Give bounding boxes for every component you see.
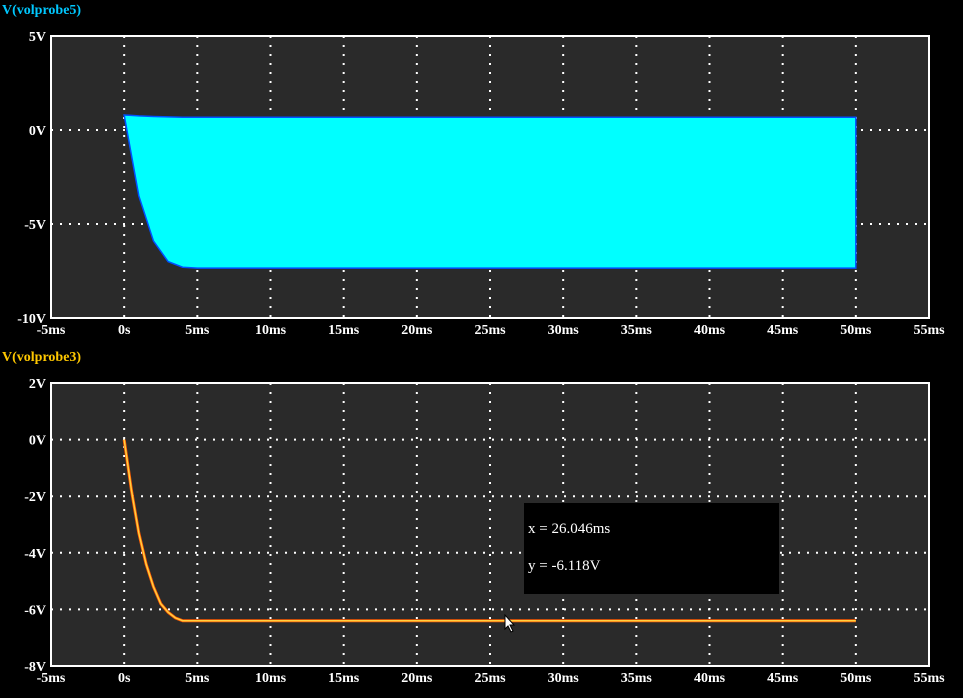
x-tick-label: 0s [118, 671, 131, 686]
x-tick-label: 20ms [401, 323, 433, 338]
mouse-cursor-icon [504, 613, 516, 633]
x-tick-label: -5ms [37, 671, 66, 686]
x-tick-label: 15ms [328, 323, 360, 338]
x-tick-label: 40ms [694, 323, 726, 338]
x-tick-label: 50ms [840, 671, 872, 686]
x-tick-label: 35ms [621, 671, 653, 686]
x-tick-label: -5ms [37, 323, 66, 338]
y-tick-label: -6V [24, 603, 46, 618]
x-tick-label: 45ms [767, 323, 799, 338]
y-tick-label: -5V [24, 218, 46, 233]
trace-envelope [123, 114, 857, 269]
x-tick-label: 5ms [185, 323, 210, 338]
x-tick-label: 30ms [548, 671, 580, 686]
y-tick-label: 0V [29, 124, 46, 139]
cursor-readout: x = 26.046ms y = -6.118V [524, 503, 779, 594]
x-tick-label: 10ms [255, 323, 287, 338]
trace-label[interactable]: V(volprobe5) [2, 3, 81, 18]
cursor-y: y = -6.118V [528, 558, 601, 574]
trace-label[interactable]: V(volprobe3) [2, 350, 81, 365]
x-tick-label: 25ms [474, 323, 506, 338]
x-tick-label: 55ms [913, 671, 945, 686]
y-tick-label: 2V [29, 377, 46, 392]
x-tick-label: 15ms [328, 671, 360, 686]
x-tick-label: 0s [118, 323, 131, 338]
x-tick-label: 20ms [401, 671, 433, 686]
y-tick-label: -4V [24, 547, 46, 562]
x-tick-label: 45ms [767, 671, 799, 686]
x-tick-label: 40ms [694, 671, 726, 686]
x-tick-label: 25ms [474, 671, 506, 686]
plot-2[interactable]: V(volprobe3) -5ms 0s 5ms 10ms 15ms 20ms 25ms 30m… [2, 350, 945, 686]
x-tick-label: 50ms [840, 323, 872, 338]
trace-line [123, 439, 856, 622]
y-tick-label: -2V [24, 490, 46, 505]
y-tick-label: -10V [17, 312, 46, 327]
cursor-x: x = 26.046ms [528, 521, 611, 537]
x-tick-label: 35ms [621, 323, 653, 338]
plot-1[interactable]: V(volprobe5) -5ms 0s 5ms 10ms 15ms 20ms 25ms 30m… [2, 3, 945, 338]
plot-frame [50, 382, 930, 667]
x-tick-label: 10ms [255, 671, 287, 686]
y-tick-label: -8V [24, 660, 46, 675]
y-tick-label: 5V [29, 30, 46, 45]
x-tick-label: 55ms [913, 323, 945, 338]
x-tick-label: 30ms [548, 323, 580, 338]
x-tick-label: 5ms [185, 671, 210, 686]
y-tick-label: 0V [29, 434, 46, 449]
